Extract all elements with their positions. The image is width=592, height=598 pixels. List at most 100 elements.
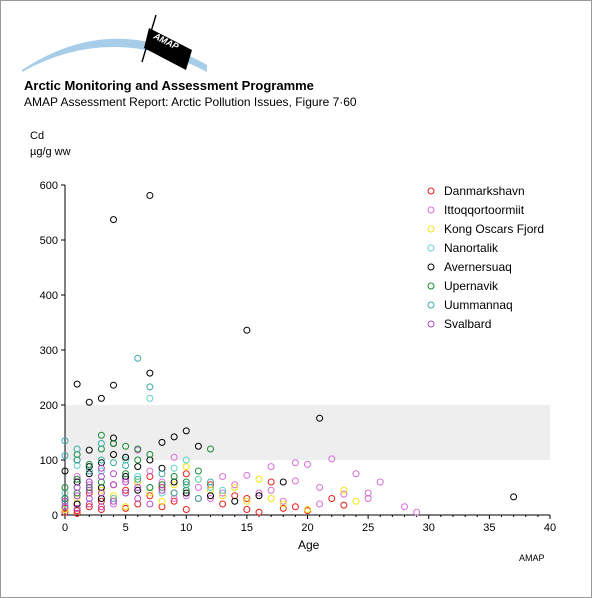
- data-point: [134, 463, 142, 471]
- data-point: [73, 507, 81, 515]
- data-point: [110, 497, 117, 505]
- legend-marker: [427, 244, 435, 252]
- data-point: [158, 438, 166, 446]
- data-point: [97, 431, 105, 439]
- data-point: [182, 478, 190, 486]
- x-tick-label: 20: [301, 522, 313, 534]
- data-point: [134, 354, 142, 362]
- x-tick-label: 30: [423, 522, 435, 534]
- data-point: [97, 486, 105, 494]
- data-point: [134, 486, 142, 494]
- data-point: [134, 495, 142, 502]
- y-tick-label: 500: [40, 235, 58, 247]
- data-point: [73, 484, 81, 491]
- data-point: [255, 475, 263, 483]
- data-point: [85, 500, 93, 508]
- legend-label: Kong Oscars Fjord: [444, 222, 544, 236]
- data-point: [158, 478, 166, 486]
- data-point: [182, 463, 190, 471]
- data-point: [194, 495, 202, 502]
- data-point: [146, 500, 154, 508]
- data-point: [97, 394, 105, 402]
- data-point: [352, 497, 360, 505]
- data-point: [61, 437, 69, 445]
- data-point: [316, 414, 324, 422]
- logo-flag: [144, 28, 192, 70]
- data-point: [352, 470, 360, 478]
- x-tick-label: 10: [180, 522, 192, 534]
- data-point: [146, 369, 154, 377]
- data-point: [328, 495, 336, 502]
- legend-label: Avernersuaq: [444, 260, 512, 274]
- data-point: [231, 481, 239, 489]
- data-point: [170, 489, 178, 497]
- data-point: [510, 493, 518, 501]
- data-point: [122, 470, 130, 478]
- data-point: [146, 492, 154, 500]
- data-point: [243, 495, 251, 502]
- data-point: [364, 489, 372, 497]
- data-point: [85, 446, 93, 454]
- x-tick-label: 15: [241, 522, 253, 534]
- data-point: [207, 478, 214, 486]
- legend-label: Uummannaq: [444, 298, 513, 312]
- y-axis-label-unit: µg/g ww: [30, 146, 71, 158]
- data-point: [267, 478, 275, 486]
- data-point: [85, 503, 93, 511]
- data-point: [134, 456, 142, 464]
- data-point: [291, 477, 299, 485]
- legend-marker: [427, 282, 435, 290]
- data-point: [194, 442, 202, 450]
- data-point: [110, 381, 117, 389]
- data-point: [207, 445, 214, 453]
- data-point: [340, 501, 348, 509]
- data-point: [401, 503, 408, 511]
- data-point: [85, 478, 93, 486]
- data-point: [134, 475, 142, 483]
- data-point: [279, 497, 287, 505]
- x-tick-label: 5: [123, 522, 129, 534]
- data-point: [316, 484, 324, 491]
- data-point: [110, 481, 117, 489]
- page-subtitle: AMAP Assessment Report: Arctic Pollution…: [24, 95, 357, 109]
- legend-label: Nanortalik: [444, 241, 499, 255]
- data-point: [85, 486, 93, 494]
- data-point: [122, 478, 130, 486]
- data-point: [267, 495, 275, 502]
- data-point: [85, 398, 93, 406]
- data-point: [316, 500, 324, 508]
- data-point: [97, 456, 105, 464]
- data-point: [219, 489, 227, 497]
- data-point: [110, 451, 117, 458]
- legend-label: Ittoqqortoormiit: [444, 203, 525, 217]
- data-point: [73, 445, 81, 453]
- data-point: [170, 433, 178, 441]
- data-point: [231, 484, 239, 491]
- data-point: [170, 464, 178, 472]
- data-point: [122, 462, 130, 469]
- data-point: [194, 467, 202, 475]
- data-point: [328, 455, 336, 463]
- data-point: [73, 456, 81, 464]
- data-point: [158, 497, 166, 505]
- data-point: [219, 473, 227, 480]
- data-point: [182, 481, 190, 489]
- data-point: [97, 473, 105, 480]
- legend-marker: [427, 320, 435, 328]
- data-point: [231, 497, 239, 505]
- y-tick-label: 0: [52, 510, 58, 522]
- data-point: [340, 486, 348, 494]
- data-point: [97, 489, 105, 497]
- data-point: [61, 467, 69, 475]
- data-point: [97, 506, 105, 513]
- data-point: [146, 191, 154, 199]
- data-point: [61, 497, 69, 505]
- reference-band: [65, 405, 550, 460]
- data-point: [73, 509, 81, 517]
- data-point: [243, 497, 251, 505]
- data-point: [219, 486, 227, 494]
- y-tick-label: 100: [40, 455, 58, 467]
- data-point: [158, 489, 166, 497]
- x-tick-label: 25: [362, 522, 374, 534]
